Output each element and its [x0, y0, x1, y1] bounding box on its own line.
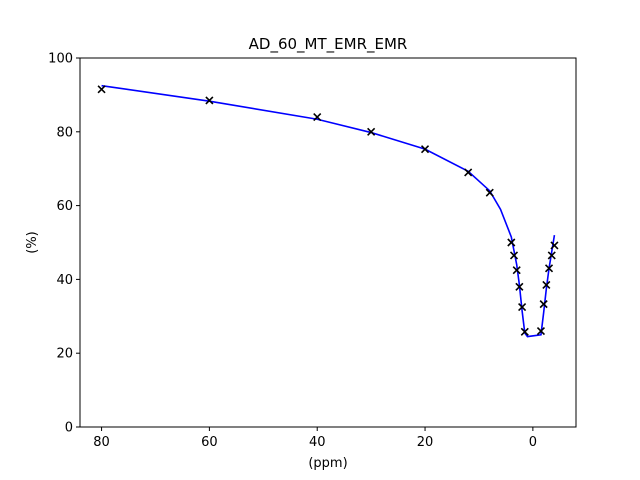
- data-point-marker: [518, 303, 527, 312]
- y-tick-label: 100: [48, 52, 73, 67]
- data-point-marker: [542, 280, 551, 290]
- chart-title: AD_60_MT_EMR_EMR: [249, 35, 408, 54]
- plot-frame: [79, 57, 577, 428]
- y-tick-label: 60: [56, 199, 73, 214]
- data-point-marker: [313, 112, 322, 122]
- series-line: [101, 84, 556, 338]
- data-point-marker: [464, 168, 473, 177]
- x-tick-label: 20: [417, 435, 434, 450]
- data-point-marker: [520, 327, 529, 336]
- data-point-marker: [539, 300, 548, 309]
- y-tick-label: 40: [56, 273, 73, 288]
- data-point-marker: [536, 326, 546, 336]
- data-point-marker: [547, 251, 556, 260]
- data-point-marker: [367, 127, 376, 136]
- data-point-marker: [97, 85, 106, 94]
- data-point-marker: [507, 238, 516, 247]
- x-tick-label: 60: [201, 435, 218, 450]
- y-axis: 0 20 40 60 80 100: [48, 52, 80, 436]
- y-tick-label: 20: [56, 347, 73, 362]
- y-axis-label: (%): [25, 231, 40, 254]
- x-tick-label: 80: [93, 435, 110, 450]
- x-tick-label: 40: [309, 435, 326, 450]
- data-point-marker: [420, 145, 430, 154]
- x-axis: 80 60 40 20 0: [93, 427, 537, 450]
- x-axis-label: (ppm): [308, 456, 347, 471]
- x-tick-label: 0: [529, 435, 537, 450]
- y-tick-label: 80: [56, 125, 73, 140]
- data-point-marker: [509, 251, 519, 260]
- data-point-marker: [512, 266, 521, 275]
- data-point-marker: [550, 241, 559, 250]
- data-point-marker: [515, 282, 524, 291]
- data-point-marker: [485, 188, 494, 197]
- y-tick-label: 0: [65, 421, 73, 436]
- data-point-marker: [205, 96, 214, 105]
- data-point-marker: [544, 264, 554, 273]
- plot-area: [97, 84, 559, 338]
